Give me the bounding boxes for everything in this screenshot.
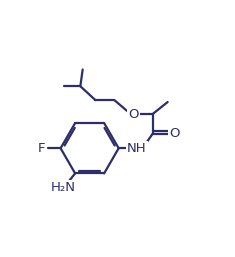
Text: O: O bbox=[169, 127, 180, 140]
Text: NH: NH bbox=[127, 142, 147, 155]
Text: H₂N: H₂N bbox=[51, 181, 76, 194]
Text: F: F bbox=[38, 142, 45, 155]
Text: O: O bbox=[128, 108, 139, 121]
